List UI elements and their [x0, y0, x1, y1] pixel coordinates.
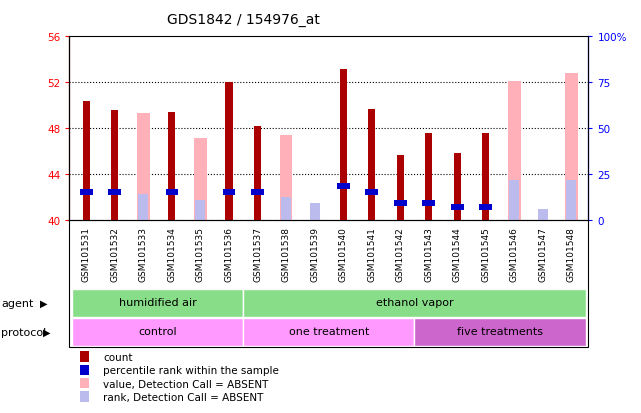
Bar: [425, 134, 432, 221]
Bar: [108, 190, 121, 195]
Text: ethanol vapor: ethanol vapor: [376, 298, 453, 308]
Text: GSM101537: GSM101537: [253, 226, 262, 281]
Bar: [422, 201, 435, 206]
Bar: [165, 190, 178, 195]
Text: humidified air: humidified air: [119, 298, 197, 308]
Text: GSM101546: GSM101546: [510, 226, 519, 281]
Bar: [365, 190, 378, 195]
Text: one treatment: one treatment: [288, 327, 369, 337]
Text: GSM101531: GSM101531: [82, 226, 91, 281]
Text: percentile rank within the sample: percentile rank within the sample: [103, 366, 279, 375]
Bar: [79, 392, 89, 402]
Text: GSM101548: GSM101548: [567, 226, 576, 281]
Text: GSM101542: GSM101542: [395, 226, 404, 281]
Text: GSM101545: GSM101545: [481, 226, 490, 281]
Bar: [279, 136, 292, 221]
Bar: [340, 69, 347, 221]
Text: GSM101534: GSM101534: [167, 226, 176, 281]
Bar: [454, 153, 461, 221]
Text: GSM101544: GSM101544: [453, 226, 462, 281]
Bar: [254, 127, 261, 221]
Bar: [394, 201, 406, 206]
Bar: [538, 209, 548, 221]
Text: GSM101541: GSM101541: [367, 226, 376, 281]
Bar: [479, 204, 492, 210]
Text: five treatments: five treatments: [457, 327, 543, 337]
Bar: [169, 113, 176, 221]
Bar: [194, 138, 207, 221]
Text: GSM101535: GSM101535: [196, 226, 205, 281]
Text: rank, Detection Call = ABSENT: rank, Detection Call = ABSENT: [103, 392, 263, 402]
Bar: [196, 200, 206, 221]
Bar: [337, 184, 349, 190]
Bar: [138, 195, 149, 221]
Bar: [415, 318, 586, 346]
Text: GSM101533: GSM101533: [139, 226, 148, 281]
Text: GSM101536: GSM101536: [224, 226, 233, 281]
Bar: [72, 289, 243, 317]
Text: GSM101543: GSM101543: [424, 226, 433, 281]
Text: ▶: ▶: [43, 327, 51, 337]
Bar: [243, 318, 415, 346]
Bar: [83, 102, 90, 221]
Bar: [482, 134, 489, 221]
Bar: [451, 204, 463, 210]
Bar: [79, 365, 89, 375]
Bar: [310, 204, 320, 221]
Text: ▶: ▶: [40, 298, 47, 308]
Bar: [567, 181, 576, 221]
Bar: [243, 289, 586, 317]
Bar: [222, 190, 235, 195]
Text: value, Detection Call = ABSENT: value, Detection Call = ABSENT: [103, 379, 269, 389]
Bar: [112, 111, 119, 221]
Text: GSM101547: GSM101547: [538, 226, 547, 281]
Text: control: control: [138, 327, 177, 337]
Text: count: count: [103, 352, 133, 362]
Bar: [397, 155, 404, 221]
Bar: [80, 190, 93, 195]
Bar: [137, 114, 150, 221]
Text: GSM101539: GSM101539: [310, 226, 319, 281]
Text: agent: agent: [1, 298, 34, 308]
Text: protocol: protocol: [1, 327, 47, 337]
Bar: [251, 190, 264, 195]
Text: GSM101538: GSM101538: [281, 226, 290, 281]
Text: GSM101532: GSM101532: [110, 226, 119, 281]
Bar: [281, 198, 291, 221]
Text: GSM101540: GSM101540: [338, 226, 347, 281]
Bar: [226, 83, 233, 221]
Bar: [79, 351, 89, 362]
Bar: [368, 109, 375, 221]
Bar: [72, 318, 243, 346]
Bar: [509, 181, 519, 221]
Bar: [565, 74, 578, 221]
Bar: [508, 82, 520, 221]
Text: GDS1842 / 154976_at: GDS1842 / 154976_at: [167, 13, 320, 27]
Bar: [79, 378, 89, 389]
